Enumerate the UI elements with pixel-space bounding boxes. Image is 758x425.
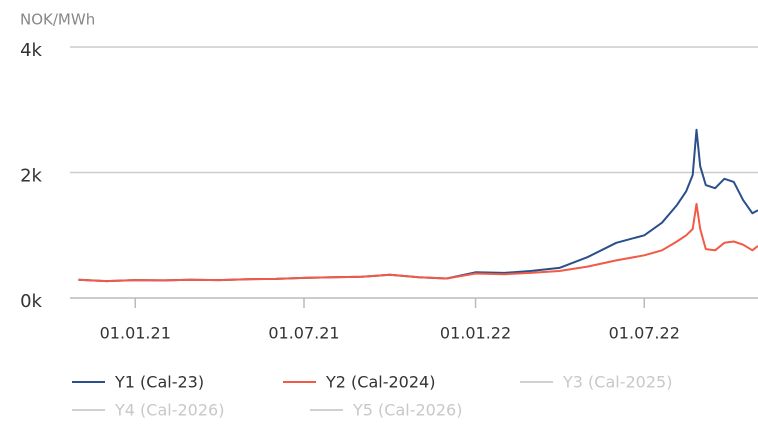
x-tick-label: 01.07.22 (609, 324, 680, 343)
legend-label: Y1 (Cal-23) (114, 373, 204, 392)
y-axis-unit: NOK/MWh (20, 11, 95, 29)
series-line (78, 128, 758, 283)
y-tick-label: 2k (20, 166, 42, 187)
y-tick-label: 4k (20, 40, 42, 61)
legend-label: Y2 (Cal-2024) (325, 373, 435, 392)
legend-label: Y5 (Cal-2026) (352, 401, 462, 420)
legend-label: Y3 (Cal-2025) (562, 373, 672, 392)
y-tick-label: 0k (20, 291, 42, 312)
series-line (78, 202, 758, 283)
legend-label: Y4 (Cal-2026) (114, 401, 224, 420)
x-tick-label: 01.01.21 (100, 324, 171, 343)
x-tick-label: 01.01.22 (440, 324, 511, 343)
x-tick-label: 01.07.21 (268, 324, 339, 343)
